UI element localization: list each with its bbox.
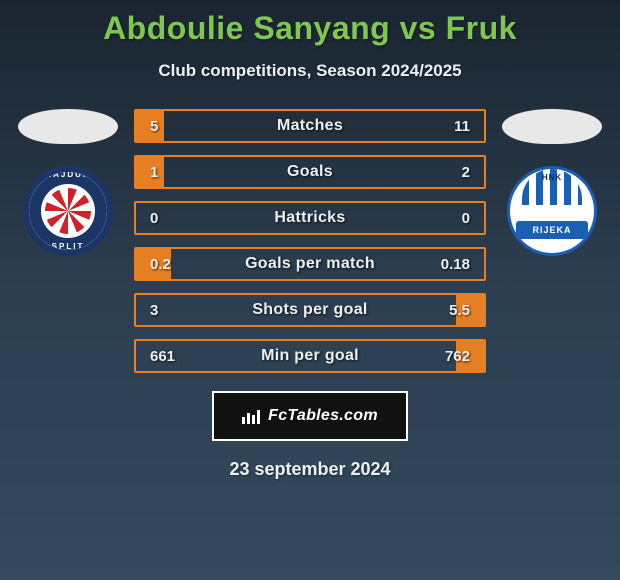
footer-date: 23 september 2024: [0, 459, 620, 480]
bar-chart-icon: [242, 408, 262, 424]
stat-row-spg: 3 Shots per goal 5.5: [134, 293, 486, 327]
subtitle: Club competitions, Season 2024/2025: [0, 61, 620, 81]
club-badge-right: HNK RIJEKA: [507, 166, 597, 256]
stat-label: Goals per match: [136, 255, 484, 273]
player-left-column: [8, 109, 128, 256]
player-right-silhouette: [502, 109, 602, 144]
page-title: Abdoulie Sanyang vs Fruk: [0, 0, 620, 47]
site-link[interactable]: FcTables.com: [212, 391, 408, 441]
badge-left-checker: [43, 186, 93, 236]
stat-right-value: 0.18: [441, 256, 470, 273]
stat-row-hattricks: 0 Hattricks 0: [134, 201, 486, 235]
stat-right-value: 0: [462, 210, 470, 227]
content-row: 5 Matches 11 1 Goals 2 0 Hattricks 0: [0, 109, 620, 373]
badge-right-top-text: HNK: [510, 173, 594, 182]
stat-label: Hattricks: [136, 209, 484, 227]
player-right-column: HNK RIJEKA: [492, 109, 612, 256]
stat-row-matches: 5 Matches 11: [134, 109, 486, 143]
stat-row-mpg: 661 Min per goal 762: [134, 339, 486, 373]
stat-row-goals: 1 Goals 2: [134, 155, 486, 189]
stats-list: 5 Matches 11 1 Goals 2 0 Hattricks 0: [128, 109, 492, 373]
stat-right-value: 11: [454, 118, 470, 135]
stat-right-value: 5.5: [449, 302, 470, 319]
stat-label: Goals: [136, 163, 484, 181]
stat-row-gpm: 0.2 Goals per match 0.18: [134, 247, 486, 281]
stat-label: Matches: [136, 117, 484, 135]
badge-right-ribbon: RIJEKA: [516, 221, 588, 239]
site-label: FcTables.com: [268, 407, 378, 425]
stat-label: Shots per goal: [136, 301, 484, 319]
comparison-card: Abdoulie Sanyang vs Fruk Club competitio…: [0, 0, 620, 580]
club-badge-left: [23, 166, 113, 256]
stat-label: Min per goal: [136, 347, 484, 365]
stat-right-value: 2: [462, 164, 470, 181]
stat-right-value: 762: [445, 348, 470, 365]
player-left-silhouette: [18, 109, 118, 144]
